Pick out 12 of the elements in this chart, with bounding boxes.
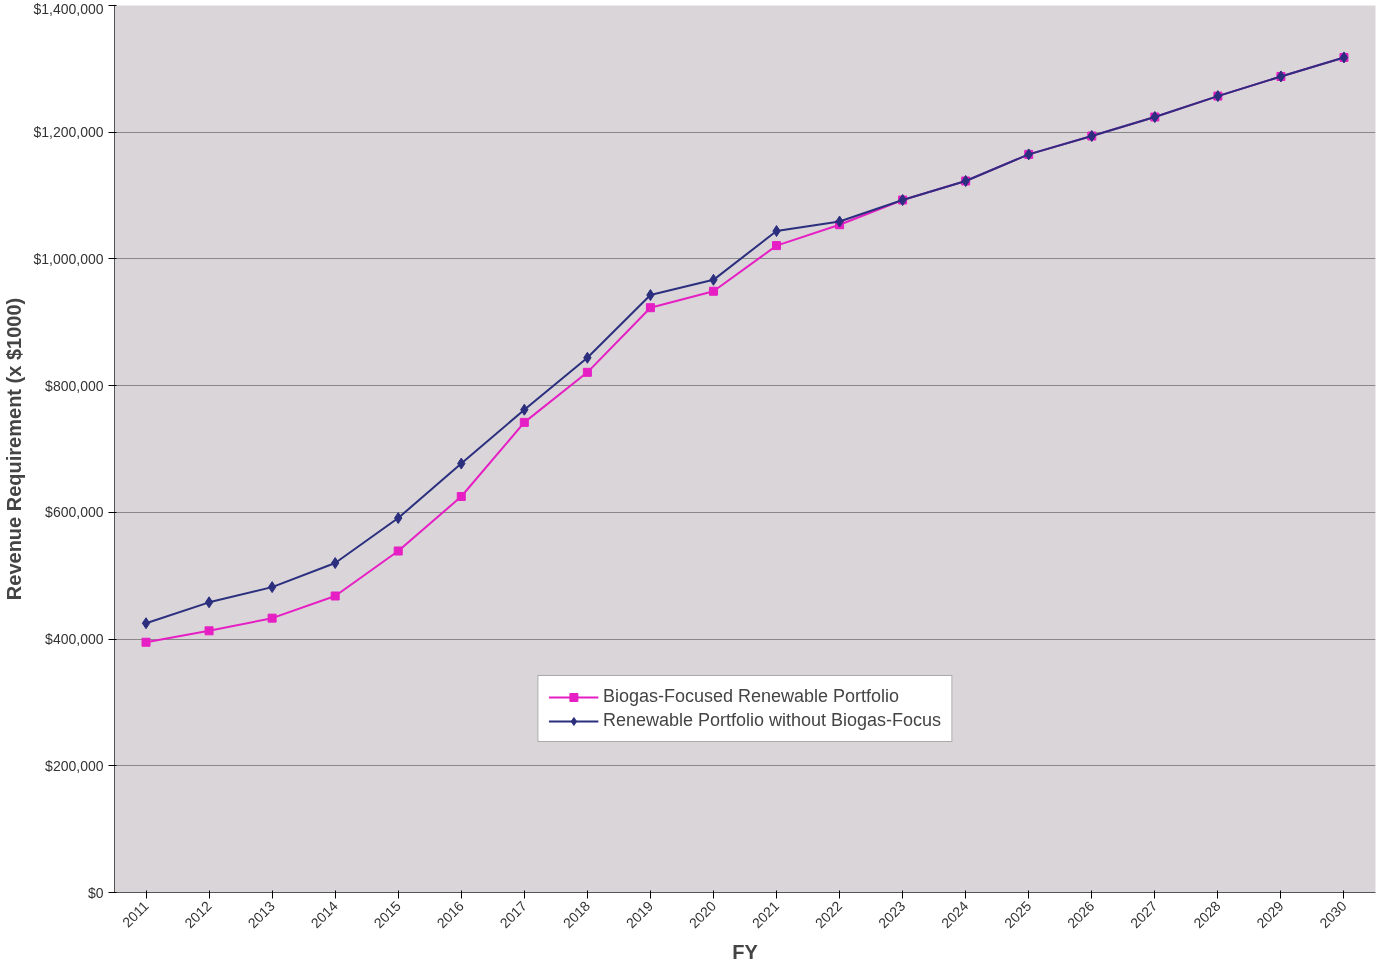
y-tick-label: $800,000 — [45, 377, 104, 394]
y-axis-title: Revenue Requirement (x $1000) — [3, 297, 26, 601]
legend-label: Renewable Portfolio without Biogas-Focus — [602, 710, 942, 731]
y-tick-label: $1,000,000 — [33, 250, 104, 267]
y-tick-label: $200,000 — [45, 757, 104, 774]
y-tick-label: $1,400,000 — [33, 0, 104, 17]
x-axis-title: FY — [732, 940, 759, 963]
y-tick-label: $600,000 — [45, 504, 104, 521]
y-tick-label: $400,000 — [45, 631, 104, 648]
legend-label: Biogas-Focused Renewable Portfolio — [602, 686, 900, 707]
y-tick-label: $1,200,000 — [33, 124, 104, 141]
y-tick-label: $0 — [87, 884, 104, 901]
